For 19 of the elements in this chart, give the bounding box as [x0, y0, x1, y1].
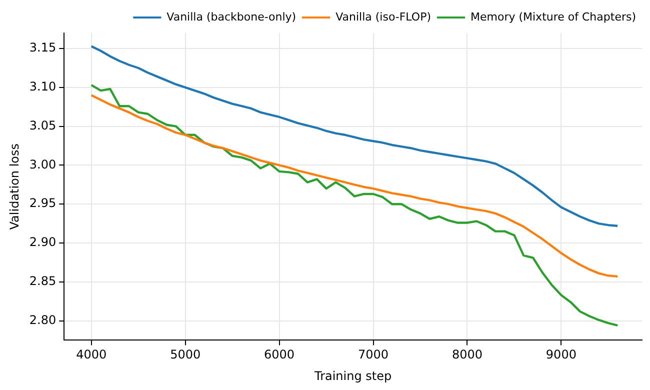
x-tick-label: 9000: [546, 348, 576, 362]
y-tick-label: 2.90: [29, 235, 56, 250]
legend-label: Vanilla (iso-FLOP): [336, 10, 431, 24]
x-tick-label: 4000: [76, 348, 107, 362]
x-axis-title: Training step: [313, 368, 392, 383]
x-tick-label: 5000: [170, 348, 201, 362]
y-tick-label: 2.95: [29, 196, 56, 210]
y-tick-label: 3.05: [29, 118, 56, 132]
y-tick-label: 3.00: [29, 157, 56, 172]
y-tick-label: 3.15: [29, 40, 56, 55]
legend-label: Memory (Mixture of Chapters): [470, 10, 636, 24]
legend-label: Vanilla (backbone-only): [166, 10, 296, 24]
y-tick-label: 3.10: [29, 80, 56, 94]
y-tick-label: 2.85: [29, 274, 56, 288]
x-tick-label: 6000: [264, 348, 295, 362]
x-tick-label: 7000: [358, 348, 389, 362]
y-tick-label: 2.80: [29, 312, 56, 327]
y-axis-title: Validation loss: [7, 143, 22, 230]
x-tick-label: 8000: [452, 348, 482, 362]
